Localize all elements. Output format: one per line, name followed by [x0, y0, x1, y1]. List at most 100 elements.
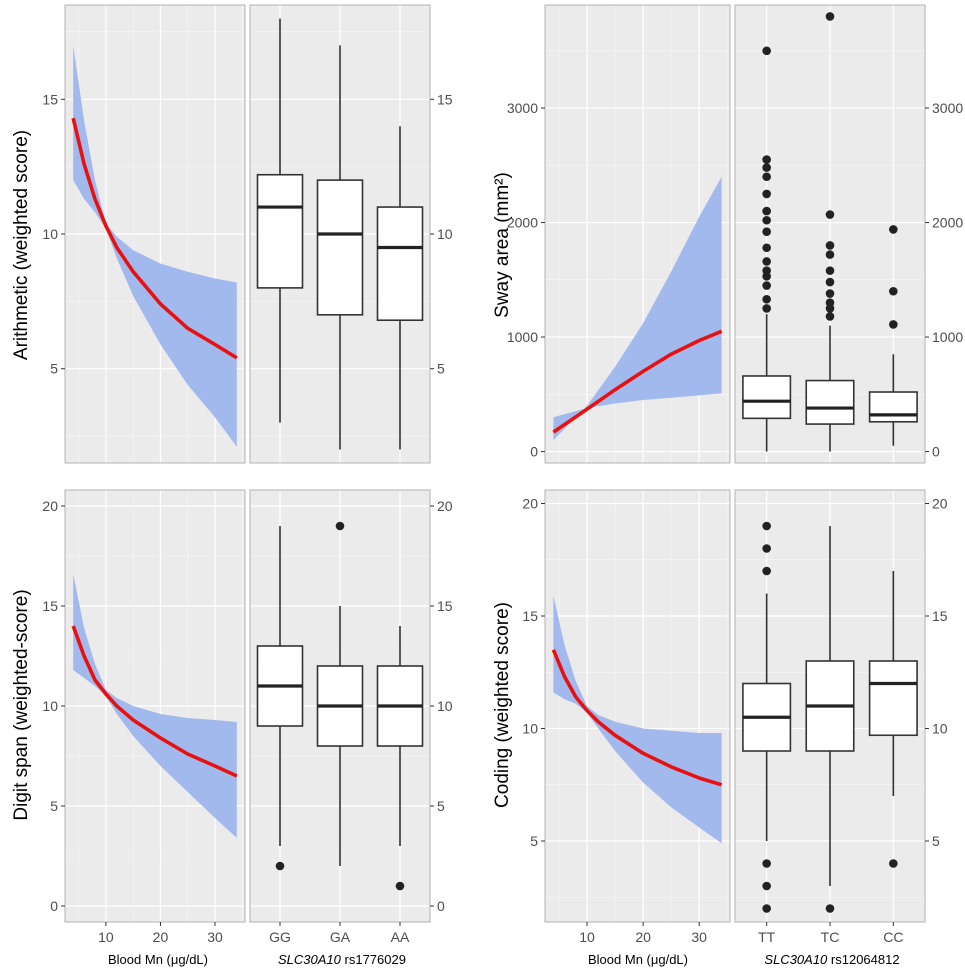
- outlier-point: [762, 859, 771, 868]
- y-tick-label: 10: [522, 721, 538, 737]
- chart-arith: 5 10 15 5 10 15: [42, 4, 453, 464]
- boxplot-CC: [868, 571, 918, 868]
- confidence-band: [553, 176, 722, 441]
- boxplot-AA: [376, 626, 424, 891]
- x-tick-label: CC: [883, 929, 903, 945]
- y-tick-label: 20: [522, 496, 538, 512]
- outlier-point: [825, 241, 835, 250]
- y-tick-label: 20: [932, 496, 948, 512]
- ylabel-coding: Coding (weighted score): [492, 602, 513, 808]
- outlier-point: [825, 312, 835, 321]
- outlier-point: [889, 859, 898, 868]
- outlier-point: [762, 521, 771, 531]
- y-tick-label: 20: [437, 498, 453, 514]
- outlier-point: [889, 320, 898, 329]
- outlier-point: [762, 544, 771, 553]
- y-tick-label: 0: [50, 898, 58, 914]
- y-tick-label: 20: [42, 498, 58, 514]
- chart-coding: 5 10 15 20 10 20 30 5 10 15 20 TT TC CC: [522, 489, 948, 945]
- y-tick-label: 3000: [932, 100, 963, 116]
- outlier-point: [762, 281, 771, 290]
- y-tick-label: 15: [522, 608, 538, 624]
- boxplot-GA: [316, 45, 364, 450]
- outlier-point: [762, 206, 771, 216]
- x-tick-label: 10: [579, 929, 595, 945]
- plot-area: 5 10 15 5 10 15 0 1000 2000 3000 0 1000 2000 3000 0 5 10…: [42, 4, 963, 945]
- y-tick-label: 10: [42, 226, 58, 242]
- x-tick-label: 30: [207, 929, 223, 945]
- y-tick-label: 5: [437, 361, 445, 377]
- outlier-point: [825, 210, 835, 219]
- gene-name-left: SLC30A10: [278, 952, 342, 967]
- outlier-point: [825, 904, 835, 913]
- y-tick-label: 0: [932, 444, 940, 460]
- boxplot-CC: [868, 225, 918, 446]
- box-iqr: [742, 375, 792, 420]
- snp-id-left: rs1776029: [341, 952, 406, 967]
- outlier-point: [762, 266, 771, 275]
- y-tick-label: 5: [530, 833, 538, 849]
- chart-sway: 0 1000 2000 3000 0 1000 2000 3000: [507, 4, 963, 464]
- x-tick-label: TT: [758, 929, 776, 945]
- boxplot-GG: [256, 526, 304, 871]
- y-tick-label: 15: [437, 91, 453, 107]
- box-iqr: [868, 660, 918, 737]
- ylabel-sway: Sway area (mm²): [492, 172, 513, 318]
- outlier-point: [825, 266, 835, 275]
- y-tick-label: 15: [932, 608, 948, 624]
- chart-digit: 0 5 10 15 20 10 20 30 0 5 10 15 20 GG GA AA: [42, 489, 453, 945]
- xlabel-genotype-right: SLC30A10 rs12064812: [764, 952, 899, 967]
- x-tick-label: TC: [821, 929, 840, 945]
- outlier-point: [762, 294, 771, 304]
- outlier-point: [825, 12, 835, 21]
- box-iqr: [316, 179, 364, 316]
- y-tick-label: 2000: [932, 215, 963, 231]
- outlier-point: [762, 243, 771, 253]
- x-tick-label: 20: [635, 929, 651, 945]
- y-tick-label: 2000: [507, 215, 538, 231]
- outlier-point: [762, 215, 771, 225]
- box-iqr: [805, 379, 855, 425]
- y-tick-label: 0: [530, 444, 538, 460]
- panel-background: [545, 490, 730, 922]
- y-tick-label: 5: [50, 798, 58, 814]
- outlier-point: [825, 298, 835, 308]
- box-iqr: [376, 206, 424, 322]
- outlier-point: [825, 250, 835, 259]
- boxplot-GG: [256, 18, 304, 423]
- outlier-point: [335, 521, 345, 531]
- boxplot-TT: [742, 46, 792, 452]
- outlier-point: [889, 225, 898, 234]
- xlabel-bloodmn-right: Blood Mn (μg/dL): [588, 952, 688, 967]
- outlier-point: [762, 257, 771, 266]
- y-tick-label: 5: [932, 833, 940, 849]
- fit-line: [71, 625, 238, 778]
- outlier-point: [889, 286, 898, 296]
- box-iqr: [868, 391, 918, 423]
- y-tick-label: 1000: [932, 329, 963, 345]
- boxplot-GA: [316, 521, 364, 866]
- y-tick-label: 15: [42, 598, 58, 614]
- y-tick-label: 10: [437, 226, 453, 242]
- confidence-band: [73, 574, 237, 838]
- x-tick-label: AA: [391, 929, 410, 945]
- outlier-point: [275, 861, 285, 871]
- outlier-point: [762, 163, 771, 172]
- boxplot-TC: [805, 526, 855, 913]
- outlier-point: [762, 566, 771, 576]
- y-tick-label: 5: [50, 361, 58, 377]
- outlier-point: [762, 304, 771, 313]
- outlier-point: [825, 277, 835, 287]
- x-tick-label: GG: [269, 929, 291, 945]
- y-tick-label: 3000: [507, 100, 538, 116]
- y-tick-label: 10: [932, 721, 948, 737]
- outlier-point: [762, 881, 771, 891]
- outlier-point: [762, 172, 771, 182]
- box-iqr: [256, 173, 304, 289]
- x-tick-label: 20: [153, 929, 169, 945]
- gene-name-right: SLC30A10: [764, 952, 828, 967]
- outlier-point: [762, 227, 771, 237]
- y-tick-label: 15: [42, 91, 58, 107]
- xlabel-bloodmn-left: Blood Mn (μg/dL): [108, 952, 208, 967]
